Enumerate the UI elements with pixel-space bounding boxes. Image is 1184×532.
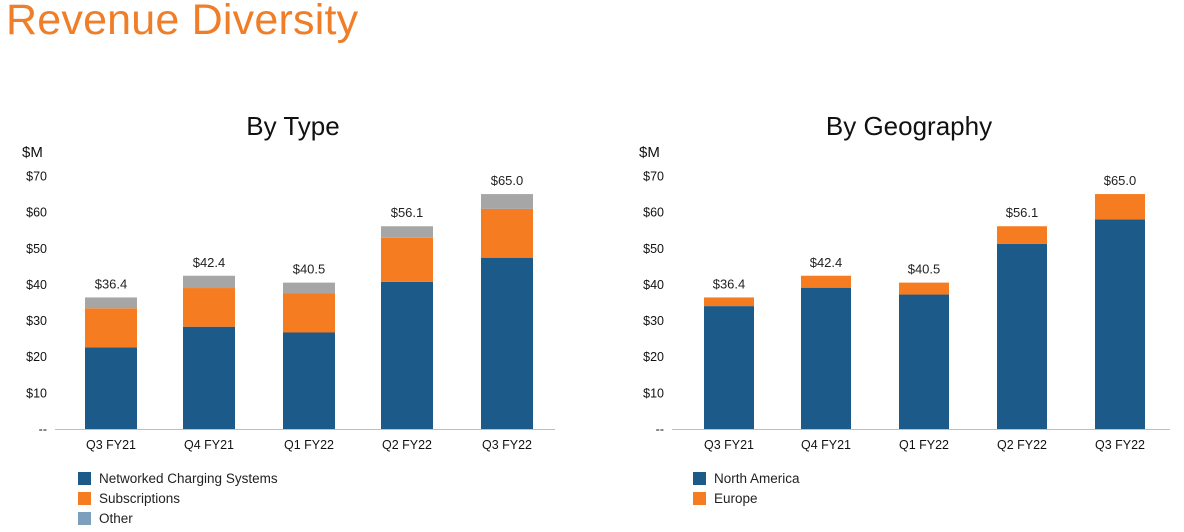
bar-segment-networked-charging-systems bbox=[381, 281, 433, 429]
bar-segment-europe bbox=[899, 282, 949, 295]
legend-item-europe: Europe bbox=[693, 488, 800, 508]
x-tick-label: Q3 FY21 bbox=[704, 438, 754, 452]
y-tick-label: $50 bbox=[643, 242, 664, 256]
bar-segment-subscriptions bbox=[481, 208, 533, 258]
bar-segment-other bbox=[183, 275, 235, 289]
bar-segment-other bbox=[85, 297, 137, 309]
x-tick-label: Q2 FY22 bbox=[382, 438, 432, 452]
legend-item-other: Other bbox=[78, 508, 278, 528]
x-tick-label: Q4 FY21 bbox=[801, 438, 851, 452]
bar-segment-north-america bbox=[899, 294, 949, 429]
bar-segment-networked-charging-systems bbox=[283, 332, 335, 429]
y-tick-label: $20 bbox=[643, 350, 664, 364]
bar-segment-subscriptions bbox=[183, 288, 235, 327]
y-tick-label: $40 bbox=[26, 278, 47, 292]
bar-total-label: $42.4 bbox=[810, 255, 843, 270]
y-tick-label: $60 bbox=[26, 206, 47, 220]
bar-segment-subscriptions bbox=[85, 308, 137, 348]
legend-label: Other bbox=[99, 510, 133, 526]
bar-segment-other bbox=[481, 194, 533, 209]
bar-total-label: $65.0 bbox=[1104, 173, 1137, 188]
bar-total-label: $42.4 bbox=[193, 255, 226, 270]
legend-swatch bbox=[78, 511, 91, 525]
bar-segment-north-america bbox=[1095, 219, 1145, 429]
bar-segment-subscriptions bbox=[283, 293, 335, 333]
page-title: Revenue Diversity bbox=[6, 0, 359, 44]
bar-segment-networked-charging-systems bbox=[481, 257, 533, 429]
y-tick-label: -- bbox=[39, 423, 47, 437]
y-tick-label: -- bbox=[656, 423, 664, 437]
y-axis-unit-label: $M bbox=[22, 144, 43, 161]
legend-item-north-america: North America bbox=[693, 468, 800, 488]
bar-segment-europe bbox=[1095, 194, 1145, 220]
chart-title: By Geography bbox=[826, 111, 992, 141]
y-tick-label: $10 bbox=[643, 386, 664, 400]
bar-segment-networked-charging-systems bbox=[85, 347, 137, 429]
bar-segment-north-america bbox=[997, 243, 1047, 429]
y-tick-label: $60 bbox=[643, 206, 664, 220]
x-tick-label: Q3 FY22 bbox=[482, 438, 532, 452]
legend-swatch bbox=[78, 471, 91, 485]
legend-item-networked-charging-systems: Networked Charging Systems bbox=[78, 468, 278, 488]
chart-title: By Type bbox=[246, 111, 339, 141]
bar-segment-subscriptions bbox=[381, 237, 433, 282]
y-tick-label: $70 bbox=[26, 170, 47, 184]
legend-by-type: Networked Charging Systems Subscriptions O… bbox=[78, 468, 278, 528]
y-tick-label: $50 bbox=[26, 242, 47, 256]
legend-label: Networked Charging Systems bbox=[99, 470, 278, 486]
y-tick-label: $70 bbox=[643, 170, 664, 184]
chart-by-geography: By Geography $M -- $10 $20 $30 $40 $50 $60 $70 $36… bbox=[639, 111, 1170, 452]
bar-total-label: $40.5 bbox=[908, 262, 941, 277]
legend-item-subscriptions: Subscriptions bbox=[78, 488, 278, 508]
bar-total-label: $36.4 bbox=[95, 276, 128, 291]
y-tick-label: $10 bbox=[26, 386, 47, 400]
y-axis-unit-label: $M bbox=[639, 144, 660, 161]
x-tick-label: Q2 FY22 bbox=[997, 438, 1047, 452]
y-tick-label: $30 bbox=[26, 314, 47, 328]
legend-swatch bbox=[693, 491, 706, 505]
legend-label: Europe bbox=[714, 490, 758, 506]
bar-total-label: $40.5 bbox=[293, 262, 326, 277]
legend-swatch bbox=[693, 471, 706, 485]
x-tick-label: Q1 FY22 bbox=[284, 438, 334, 452]
y-tick-label: $30 bbox=[643, 314, 664, 328]
legend-label: North America bbox=[714, 470, 800, 486]
bar-segment-north-america bbox=[704, 306, 754, 429]
chart-by-type: By Type $M -- $10 $20 $30 $40 $50 $60 $70 $36.4 Q3 … bbox=[22, 111, 555, 452]
x-tick-label: Q3 FY22 bbox=[1095, 438, 1145, 452]
bar-segment-networked-charging-systems bbox=[183, 326, 235, 429]
bar-total-label: $36.4 bbox=[713, 276, 746, 291]
bar-total-label: $65.0 bbox=[491, 173, 524, 188]
bar-segment-europe bbox=[997, 226, 1047, 244]
y-tick-label: $20 bbox=[26, 350, 47, 364]
bar-segment-europe bbox=[704, 297, 754, 307]
y-tick-label: $40 bbox=[643, 278, 664, 292]
legend-label: Subscriptions bbox=[99, 490, 181, 506]
legend-by-geography: North America Europe bbox=[693, 468, 800, 508]
bar-segment-other bbox=[283, 282, 335, 294]
x-tick-label: Q4 FY21 bbox=[184, 438, 234, 452]
bar-total-label: $56.1 bbox=[1006, 205, 1039, 220]
x-tick-label: Q1 FY22 bbox=[899, 438, 949, 452]
bar-total-label: $56.1 bbox=[391, 205, 424, 220]
bar-segment-north-america bbox=[801, 287, 851, 429]
legend-swatch bbox=[78, 491, 91, 505]
x-tick-label: Q3 FY21 bbox=[86, 438, 136, 452]
bar-segment-europe bbox=[801, 275, 851, 288]
bar-segment-other bbox=[381, 226, 433, 238]
